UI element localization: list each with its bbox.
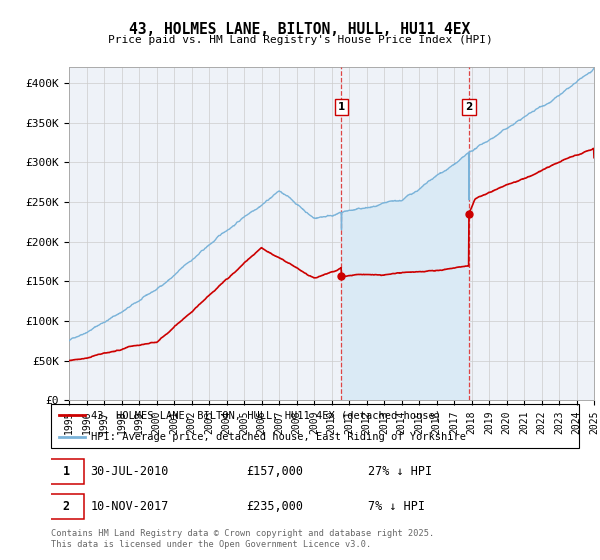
Text: Price paid vs. HM Land Registry's House Price Index (HPI): Price paid vs. HM Land Registry's House … bbox=[107, 35, 493, 45]
Text: 10-NOV-2017: 10-NOV-2017 bbox=[91, 500, 169, 512]
Text: £157,000: £157,000 bbox=[247, 465, 304, 478]
Text: 43, HOLMES LANE, BILTON, HULL, HU11 4EX (detached house): 43, HOLMES LANE, BILTON, HULL, HU11 4EX … bbox=[91, 410, 440, 420]
Text: 2: 2 bbox=[466, 102, 473, 112]
FancyBboxPatch shape bbox=[49, 459, 84, 484]
Text: HPI: Average price, detached house, East Riding of Yorkshire: HPI: Average price, detached house, East… bbox=[91, 432, 466, 442]
Text: 2: 2 bbox=[63, 500, 70, 512]
Text: £235,000: £235,000 bbox=[247, 500, 304, 512]
Text: 1: 1 bbox=[63, 465, 70, 478]
Text: 43, HOLMES LANE, BILTON, HULL, HU11 4EX: 43, HOLMES LANE, BILTON, HULL, HU11 4EX bbox=[130, 22, 470, 38]
Text: 7% ↓ HPI: 7% ↓ HPI bbox=[368, 500, 425, 512]
Text: 27% ↓ HPI: 27% ↓ HPI bbox=[368, 465, 432, 478]
FancyBboxPatch shape bbox=[49, 493, 84, 519]
Text: 30-JUL-2010: 30-JUL-2010 bbox=[91, 465, 169, 478]
Text: Contains HM Land Registry data © Crown copyright and database right 2025.
This d: Contains HM Land Registry data © Crown c… bbox=[51, 529, 434, 549]
Text: 1: 1 bbox=[338, 102, 345, 112]
